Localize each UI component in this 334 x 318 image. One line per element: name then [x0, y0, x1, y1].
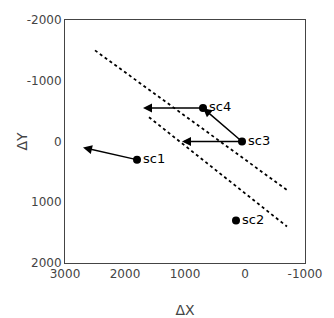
svg-text:1000: 1000 — [170, 267, 201, 281]
svg-text:1000: 1000 — [31, 195, 62, 209]
svg-text:sc4: sc4 — [209, 99, 231, 114]
svg-text:2000: 2000 — [110, 267, 141, 281]
svg-text:0: 0 — [241, 267, 249, 281]
svg-text:sc1: sc1 — [143, 151, 165, 166]
svg-text:ΔX: ΔX — [175, 302, 195, 318]
svg-text:sc3: sc3 — [248, 133, 270, 148]
svg-text:3000: 3000 — [50, 267, 81, 281]
svg-text:sc2: sc2 — [242, 212, 264, 227]
svg-text:-2000: -2000 — [27, 13, 62, 27]
svg-text:ΔY: ΔY — [14, 132, 30, 151]
svg-text:0: 0 — [54, 135, 62, 149]
svg-text:-1000: -1000 — [288, 267, 323, 281]
svg-text:2000: 2000 — [31, 256, 62, 270]
svg-text:-1000: -1000 — [27, 74, 62, 88]
